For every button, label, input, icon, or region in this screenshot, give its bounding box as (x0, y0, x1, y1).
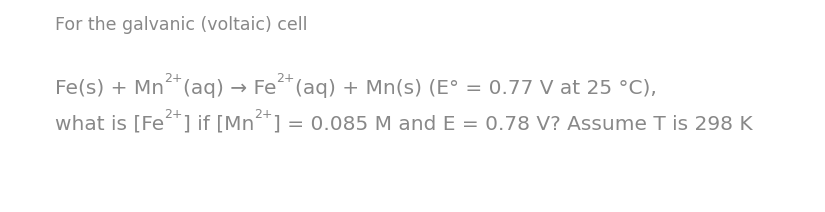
Text: For the galvanic (voltaic) cell: For the galvanic (voltaic) cell (55, 16, 308, 34)
Text: Fe(s) + Mn: Fe(s) + Mn (55, 79, 164, 98)
Text: 2+: 2+ (276, 72, 295, 85)
Text: (aq) → Fe: (aq) → Fe (182, 79, 276, 98)
Text: (aq) + Mn(s) (E° = 0.77 V at 25 °C),: (aq) + Mn(s) (E° = 0.77 V at 25 °C), (295, 79, 657, 98)
Text: ] if [Mn: ] if [Mn (183, 115, 254, 134)
Text: 2+: 2+ (254, 108, 272, 121)
Text: 2+: 2+ (164, 72, 182, 85)
Text: ] = 0.085 M and E = 0.78 V? Assume T is 298 K: ] = 0.085 M and E = 0.78 V? Assume T is … (272, 115, 752, 134)
Text: what is [Fe: what is [Fe (55, 115, 164, 134)
Text: 2+: 2+ (164, 108, 183, 121)
